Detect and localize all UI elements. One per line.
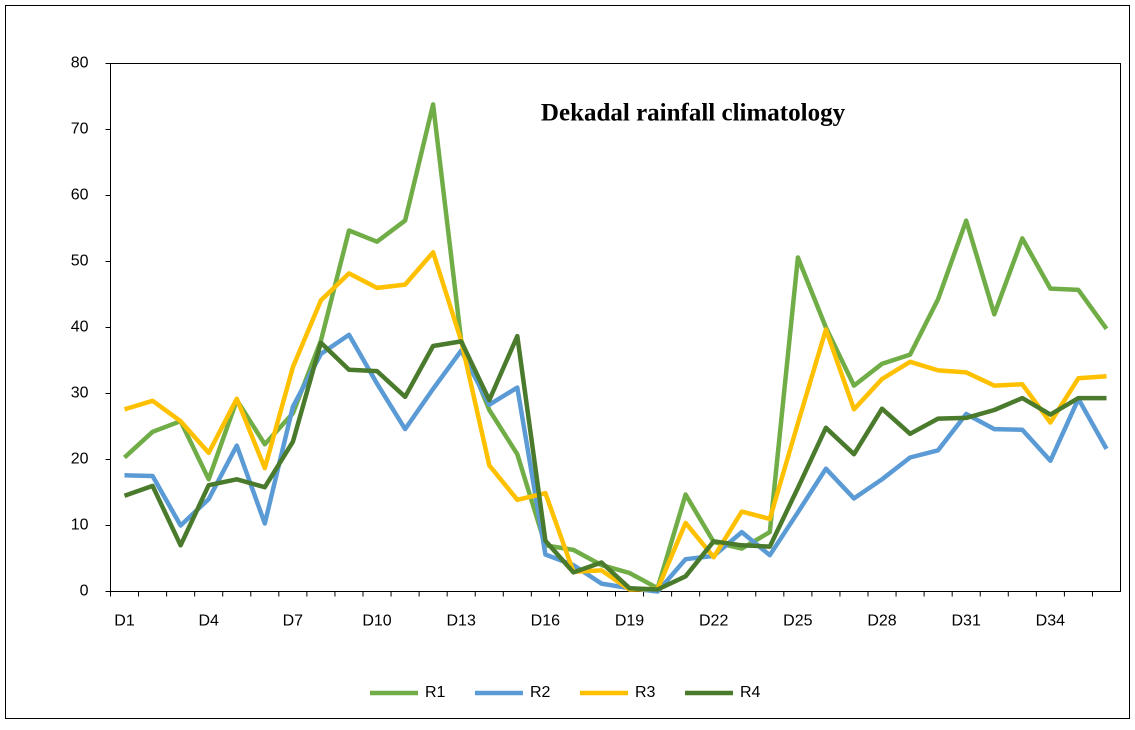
- y-tick-label: 50: [71, 253, 89, 270]
- legend-label: R1: [425, 684, 446, 701]
- y-tick-label: 10: [71, 517, 89, 534]
- x-tick-label: D7: [283, 613, 304, 630]
- x-tick-label: D19: [615, 613, 644, 630]
- legend-label: R3: [635, 684, 656, 701]
- y-tick-label: 80: [71, 55, 89, 72]
- y-tick-label: 60: [71, 187, 89, 204]
- series-line: [122, 102, 1109, 591]
- x-tick-label: D1: [114, 613, 135, 630]
- series-line: [123, 250, 1107, 592]
- y-tick-label: 40: [71, 319, 89, 336]
- x-tick-label: D16: [531, 613, 560, 630]
- legend-label: R2: [530, 684, 551, 701]
- x-tick-label: D13: [447, 613, 476, 630]
- series-line: [124, 332, 1109, 594]
- x-tick-label: D22: [699, 613, 728, 630]
- x-tick-label: D4: [198, 613, 219, 630]
- y-tick-label: 20: [71, 451, 89, 468]
- x-tick-label: D31: [952, 613, 981, 630]
- chart-border: [5, 5, 1130, 719]
- y-tick-label: 30: [71, 385, 89, 402]
- y-tick-label: 70: [71, 121, 89, 138]
- legend-label: R4: [740, 684, 761, 701]
- x-tick-label: D28: [867, 613, 896, 630]
- x-tick-label: D25: [783, 613, 812, 630]
- y-tick-label: 0: [80, 583, 89, 600]
- x-tick-label: D10: [362, 613, 391, 630]
- chart-title: Dekadal rainfall climatology: [541, 100, 846, 127]
- series-line: [123, 333, 1107, 592]
- x-tick-label: D34: [1036, 613, 1065, 630]
